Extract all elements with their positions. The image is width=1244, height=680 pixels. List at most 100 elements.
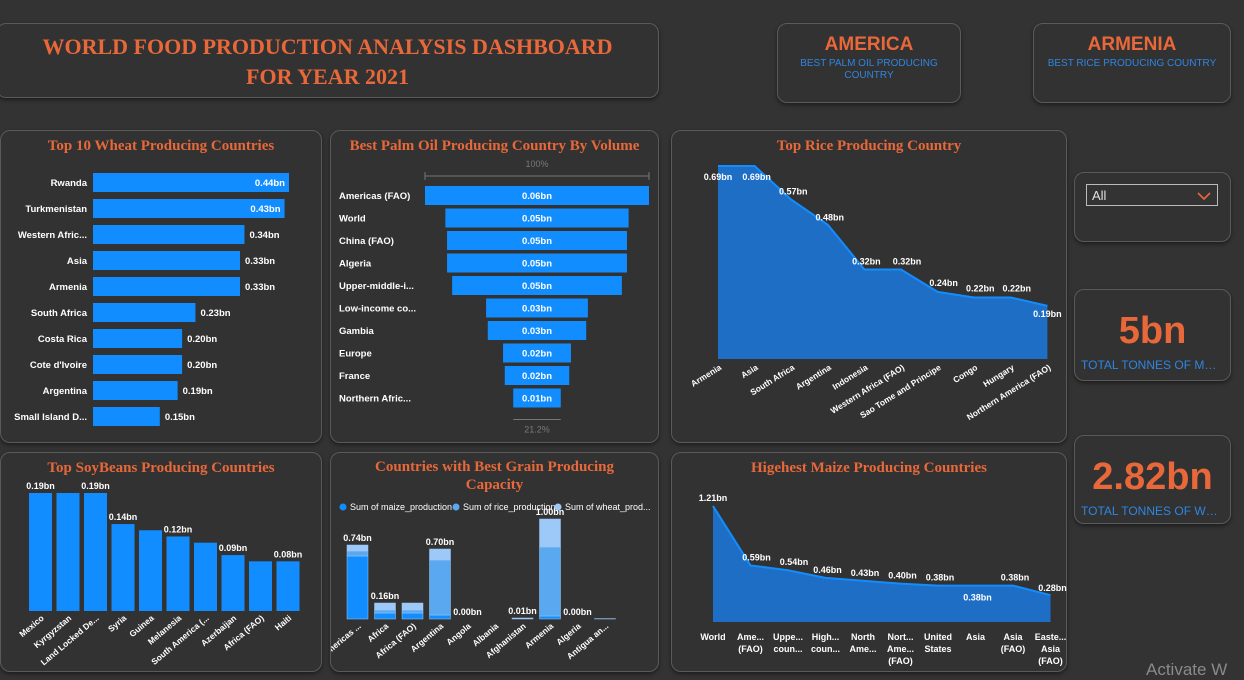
wheat-category-label: Argentina <box>43 386 88 397</box>
soy-data-label: 0.14bn <box>109 512 138 522</box>
wheat-data-label: 0.43bn <box>250 204 280 215</box>
wheat-bar <box>93 407 160 426</box>
wheat-data-label: 0.15bn <box>165 412 195 423</box>
palm-category-label: France <box>339 371 370 382</box>
best-rice-card[interactable]: ARMENIA BEST RICE PRODUCING COUNTRY <box>1033 23 1231 103</box>
soy-data-label: 0.19bn <box>81 481 110 491</box>
palm-funnel-chart[interactable]: 100% Americas (FAO) 0.06bn World 0.05bn China… <box>331 131 660 444</box>
maize-category-label: States <box>924 644 951 654</box>
soy-bar <box>249 561 272 611</box>
grain-data-label: 0.00bn <box>453 607 482 617</box>
grain-data-label: 0.70bn <box>426 537 455 547</box>
country-filter-dropdown[interactable]: All <box>1086 184 1218 206</box>
best-palm-oil-card[interactable]: AMERICA BEST PALM OIL PRODUCING COUNTRY <box>777 23 961 103</box>
soy-bar <box>222 555 245 611</box>
grain-bar-segment <box>540 547 561 616</box>
soy-bar <box>29 493 52 611</box>
maize-data-label: 0.38bn <box>1001 573 1030 583</box>
best-palm-oil-country: AMERICA <box>778 34 960 56</box>
grain-bar-segment <box>347 551 368 556</box>
kpi-wheat-label: TOTAL TONNES OF WHE... <box>1081 504 1224 518</box>
grain-legend-label: Sum of wheat_prod... <box>565 502 651 512</box>
wheat-data-label: 0.19bn <box>183 386 213 397</box>
soy-bar <box>112 524 135 611</box>
grain-bar-segment <box>402 610 423 613</box>
maize-category-label: coun... <box>774 644 803 654</box>
kpi-wheat-card[interactable]: 2.82bn TOTAL TONNES OF WHE... <box>1074 435 1231 524</box>
maize-data-label: 0.38bn <box>926 573 955 583</box>
wheat-data-label: 0.20bn <box>187 334 217 345</box>
rice-data-label: 0.69bn <box>704 172 733 182</box>
palm-category-label: World <box>339 214 366 225</box>
wheat-data-label: 0.44bn <box>255 178 285 189</box>
maize-data-label: 0.38bn <box>963 593 992 603</box>
maize-category-label: World <box>700 632 725 642</box>
maize-category-label: North <box>851 632 875 642</box>
maize-category-label: Uppe... <box>773 632 803 642</box>
kpi-maize-card[interactable]: 5bn TOTAL TONNES OF MAIZE <box>1074 289 1231 381</box>
dashboard-title-line1: WORLD FOOD PRODUCTION ANALYSIS DASHBOARD <box>0 32 658 62</box>
soy-bar <box>139 530 162 611</box>
grain-data-label: 0.01bn <box>508 606 537 616</box>
wheat-category-label: Cote d'Ivoire <box>30 360 87 371</box>
soy-data-label: 0.12bn <box>164 524 193 534</box>
wheat-category-label: Armenia <box>49 282 88 293</box>
best-rice-country: ARMENIA <box>1034 34 1230 56</box>
wheat-bar <box>93 225 244 244</box>
palm-category-label: Algeria <box>339 259 372 270</box>
maize-category-label: (FAO) <box>1038 656 1063 666</box>
rice-category-label: Congo <box>951 362 979 385</box>
palm-data-label: 0.05bn <box>522 236 552 247</box>
palm-category-label: Europe <box>339 349 372 360</box>
wheat-data-label: 0.20bn <box>187 360 217 371</box>
palm-data-label: 0.05bn <box>522 214 552 225</box>
wheat-category-label: South Africa <box>31 308 88 319</box>
soy-data-label: 0.19bn <box>26 481 55 491</box>
soy-data-label: 0.09bn <box>219 543 248 553</box>
rice-category-label: Argentina <box>794 362 833 392</box>
activate-windows-watermark: Activate W <box>1146 660 1227 680</box>
maize-data-label: 0.43bn <box>851 568 880 578</box>
chevron-down-icon <box>1197 191 1211 201</box>
country-filter-value: All <box>1092 188 1106 203</box>
maize-area-chart[interactable]: 1.21bnWorld0.59bnAme...(FAO)0.54bnUppe..… <box>672 453 1068 673</box>
maize-category-label: High... <box>812 632 840 642</box>
palm-category-label: Americas (FAO) <box>339 191 410 202</box>
grain-data-label: 1.00bn <box>536 507 565 517</box>
best-palm-oil-subtitle: BEST PALM OIL PRODUCING COUNTRY <box>798 58 940 82</box>
palm-data-label: 0.03bn <box>522 304 552 315</box>
palm-data-label: 0.05bn <box>522 281 552 292</box>
grain-bar-segment <box>430 615 451 619</box>
grain-bar-segment <box>347 545 368 551</box>
grain-legend-marker <box>340 504 347 511</box>
maize-category-label: Ame... <box>887 644 914 654</box>
palm-top-percent: 100% <box>525 159 548 169</box>
maize-category-label: Easte... <box>1035 632 1067 642</box>
maize-chart-card: Higehest Maize Producing Countries 1.21b… <box>671 452 1067 672</box>
grain-bar-segment <box>430 560 451 615</box>
rice-data-label: 0.32bn <box>893 256 922 266</box>
grain-bar-segment <box>375 603 396 610</box>
grain-chart-card: Countries with Best Grain Producing Capa… <box>330 452 659 672</box>
rice-category-label: Asia <box>739 362 760 380</box>
wheat-data-label: 0.33bn <box>245 256 275 267</box>
dashboard-title-card: WORLD FOOD PRODUCTION ANALYSIS DASHBOARD… <box>0 23 659 98</box>
grain-bar-segment <box>347 556 368 619</box>
wheat-data-label: 0.23bn <box>200 308 230 319</box>
maize-category-label: (FAO) <box>888 656 913 666</box>
wheat-data-label: 0.33bn <box>245 282 275 293</box>
maize-category-label: (FAO) <box>1001 644 1026 654</box>
best-rice-subtitle: BEST RICE PRODUCING COUNTRY <box>1042 58 1222 70</box>
wheat-category-label: Rwanda <box>51 178 88 189</box>
palm-data-label: 0.06bn <box>522 191 552 202</box>
rice-data-label: 0.69bn <box>742 172 771 182</box>
palm-category-label: China (FAO) <box>339 236 394 247</box>
grain-legend-label: Sum of maize_production <box>350 502 452 512</box>
wheat-data-label: 0.34bn <box>249 230 279 241</box>
maize-data-label: 0.54bn <box>780 557 809 567</box>
